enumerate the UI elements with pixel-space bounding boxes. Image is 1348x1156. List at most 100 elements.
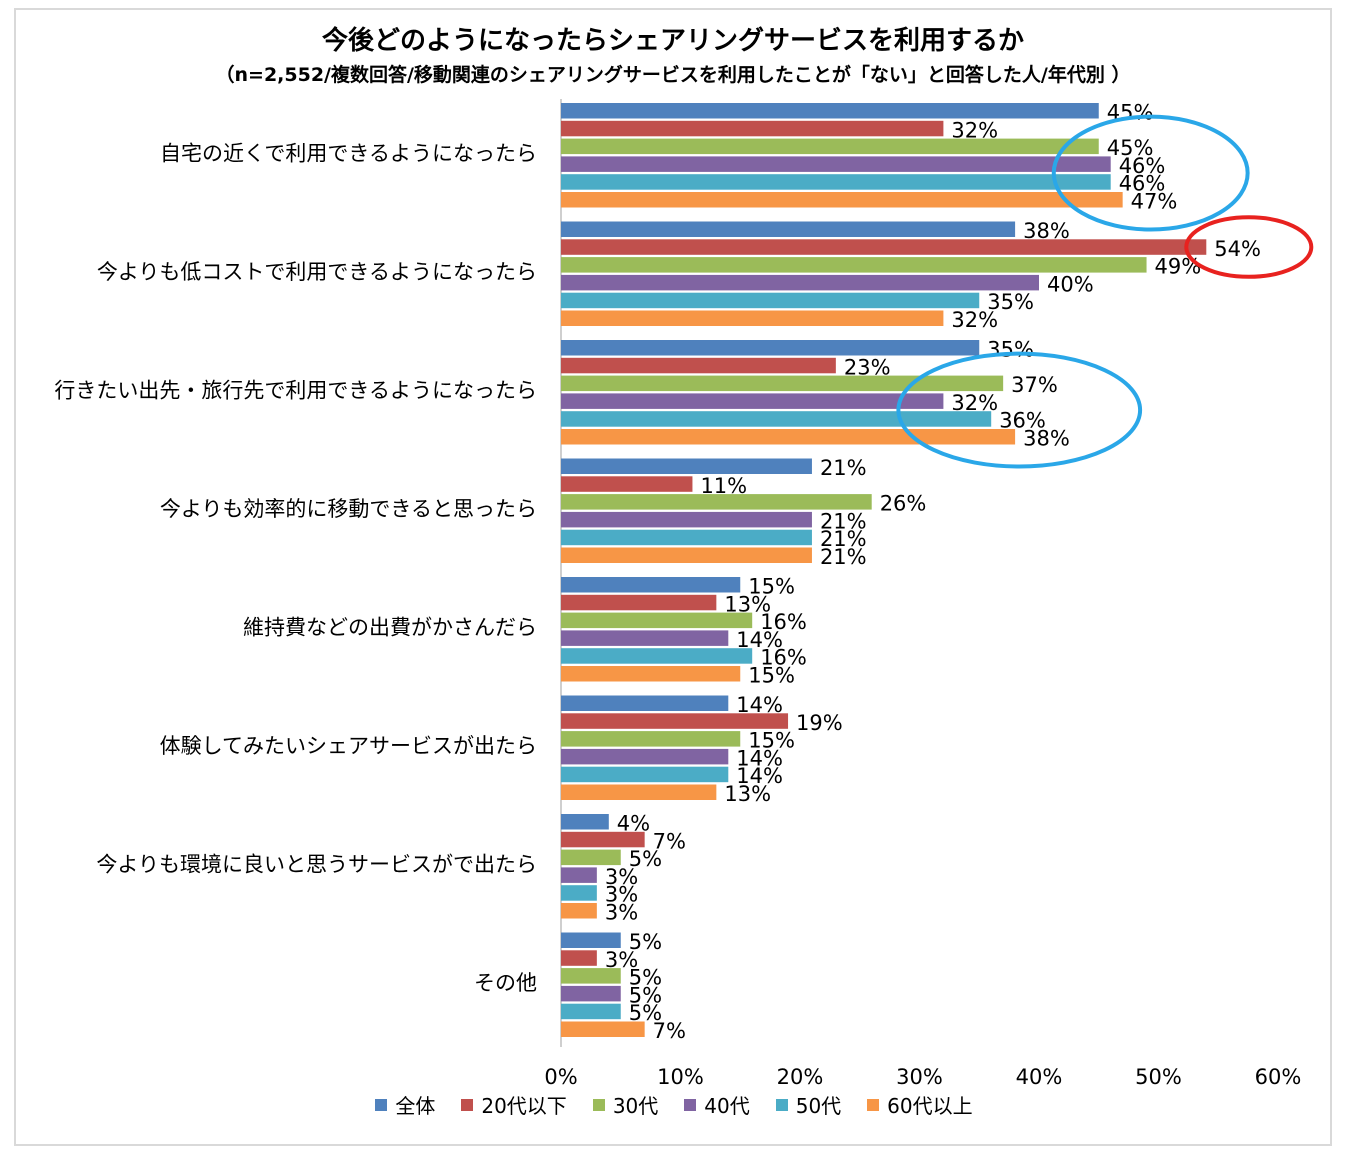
legend-swatch bbox=[592, 1098, 605, 1111]
data-label: 49% bbox=[1155, 255, 1202, 279]
bar bbox=[561, 1003, 621, 1020]
legend-swatch bbox=[461, 1098, 474, 1111]
legend-item: 20代以下 bbox=[461, 1090, 567, 1119]
chart-title: 今後どのようになったらシェアリングサービスを利用するか bbox=[321, 26, 1024, 56]
data-label: 46% bbox=[1119, 172, 1166, 196]
data-label: 19% bbox=[796, 711, 843, 735]
category-label: 体験してみたいシェアサービスが出たら bbox=[160, 734, 537, 758]
data-label: 5% bbox=[629, 930, 662, 954]
legend-item: 30代 bbox=[592, 1090, 659, 1119]
bar bbox=[561, 713, 789, 729]
bar bbox=[561, 103, 1099, 119]
bar bbox=[561, 476, 693, 492]
bar bbox=[561, 257, 1147, 273]
data-label: 13% bbox=[724, 782, 771, 806]
highlight-ellipse bbox=[1184, 215, 1314, 279]
data-label: 4% bbox=[617, 812, 650, 836]
bar bbox=[561, 192, 1123, 208]
bar bbox=[561, 695, 729, 711]
data-label: 32% bbox=[951, 118, 998, 142]
category-label: 維持費などの出費がかさんだら bbox=[243, 615, 537, 639]
bar bbox=[561, 577, 741, 593]
bar bbox=[561, 867, 597, 883]
data-label: 14% bbox=[736, 693, 783, 717]
data-label: 32% bbox=[951, 308, 998, 332]
data-label: 3% bbox=[605, 883, 638, 907]
data-label: 14% bbox=[736, 746, 783, 770]
data-label: 5% bbox=[629, 1001, 662, 1025]
category-label: 自宅の近くで利用できるようになったら bbox=[160, 141, 537, 165]
chart-subtitle: （n=2,552/複数回答/移動関連のシェアリングサービスを利用したことが「ない… bbox=[215, 64, 1131, 86]
bar bbox=[561, 221, 1016, 237]
bar bbox=[561, 174, 1111, 190]
data-label: 15% bbox=[748, 729, 795, 753]
bar bbox=[561, 310, 944, 326]
data-label: 3% bbox=[605, 948, 638, 972]
x-tick-label: 60% bbox=[1255, 1065, 1302, 1089]
bar bbox=[561, 292, 980, 309]
legend-swatch bbox=[867, 1098, 880, 1111]
bar bbox=[561, 612, 753, 629]
data-label: 13% bbox=[724, 592, 771, 616]
bar bbox=[561, 648, 753, 664]
bar bbox=[561, 831, 645, 848]
x-tick-label: 30% bbox=[896, 1065, 943, 1089]
bar bbox=[561, 411, 992, 427]
data-label: 23% bbox=[844, 355, 891, 379]
bar bbox=[561, 511, 812, 528]
data-label: 38% bbox=[1023, 219, 1070, 243]
category-label: 行きたい出先・旅行先で利用できるようになったら bbox=[54, 378, 537, 402]
data-label: 15% bbox=[748, 664, 795, 688]
bar bbox=[561, 393, 944, 409]
bar bbox=[561, 885, 597, 901]
x-tick-label: 20% bbox=[777, 1065, 824, 1089]
bar bbox=[561, 630, 729, 646]
legend-item: 全体 bbox=[375, 1090, 435, 1119]
bar bbox=[561, 814, 609, 830]
data-label: 37% bbox=[1011, 373, 1058, 397]
bar bbox=[561, 950, 597, 966]
data-label: 3% bbox=[605, 901, 638, 925]
data-label: 47% bbox=[1131, 190, 1178, 214]
highlight-ellipse bbox=[896, 351, 1143, 469]
category-label: その他 bbox=[474, 971, 537, 995]
data-label: 5% bbox=[629, 983, 662, 1007]
bar bbox=[561, 594, 717, 611]
bar bbox=[561, 1021, 645, 1037]
bar bbox=[561, 932, 621, 948]
data-label: 21% bbox=[820, 545, 867, 569]
data-label: 45% bbox=[1107, 136, 1154, 160]
highlight-ellipse bbox=[1051, 114, 1250, 232]
bar bbox=[561, 968, 621, 984]
x-tick-label: 40% bbox=[1016, 1065, 1063, 1089]
bar bbox=[561, 731, 741, 747]
data-label: 7% bbox=[653, 829, 686, 853]
data-label: 7% bbox=[653, 1019, 686, 1043]
data-label: 35% bbox=[987, 338, 1034, 362]
legend-label: 60代以上 bbox=[887, 1094, 973, 1118]
category-label: 今よりも効率的に移動できると思ったら bbox=[160, 497, 537, 521]
data-label: 54% bbox=[1214, 237, 1261, 261]
legend-swatch bbox=[775, 1098, 788, 1111]
legend-label: 40代 bbox=[704, 1094, 750, 1118]
bar bbox=[561, 494, 872, 510]
data-label: 40% bbox=[1047, 272, 1094, 296]
data-label: 21% bbox=[820, 509, 867, 533]
x-tick-label: 0% bbox=[544, 1065, 577, 1089]
bar bbox=[561, 985, 621, 1002]
bar bbox=[561, 849, 621, 866]
data-label: 16% bbox=[760, 646, 807, 670]
data-label: 14% bbox=[736, 628, 783, 652]
bar bbox=[561, 458, 812, 474]
data-label: 21% bbox=[820, 456, 867, 480]
legend-label: 30代 bbox=[612, 1094, 659, 1118]
bar bbox=[561, 120, 944, 137]
bar bbox=[561, 784, 717, 800]
bar bbox=[561, 766, 729, 783]
chart-legend: 全体 20代以下 30代 40代 50代 60代以上 bbox=[0, 1090, 1348, 1119]
x-tick-label: 50% bbox=[1135, 1065, 1182, 1089]
legend-item: 50代 bbox=[775, 1090, 841, 1119]
bar bbox=[561, 138, 1099, 155]
bar bbox=[561, 375, 1004, 392]
x-tick-label: 10% bbox=[657, 1065, 704, 1089]
